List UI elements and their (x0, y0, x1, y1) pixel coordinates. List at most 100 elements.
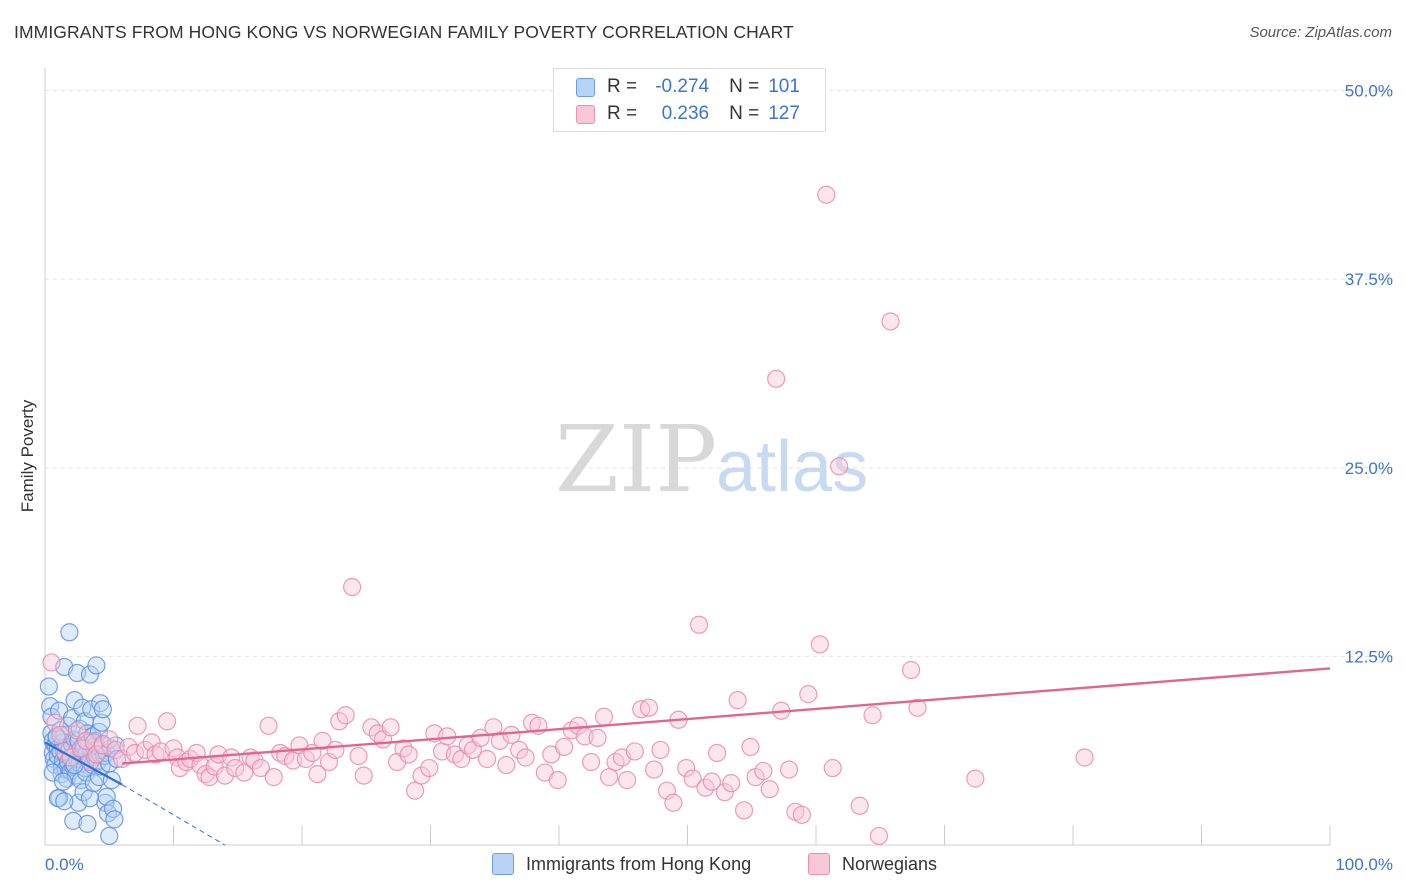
norwegians-point (136, 740, 155, 760)
norwegians-point (830, 457, 849, 476)
norwegians-point (51, 725, 70, 744)
norwegians-point (555, 737, 574, 757)
norwegians-point (850, 796, 869, 815)
watermark: ZIP atlas (555, 406, 868, 513)
hong-kong-point (80, 789, 100, 808)
norwegians-point (157, 712, 177, 731)
watermark-atlas: atlas (716, 427, 868, 507)
norwegians-point (741, 737, 760, 757)
x-ticks (44, 825, 1331, 845)
legend-swatch-pink (576, 104, 595, 124)
hong-kong-point (78, 814, 97, 833)
norwegians-point (259, 716, 278, 735)
bottom-legend-swatch-pink (808, 853, 830, 875)
y-tick-labels: 12.5% 25.0% 37.5% 50.0% (1345, 82, 1393, 667)
norwegians-point (651, 740, 670, 760)
norwegians-point (683, 769, 702, 788)
hong-kong-point (60, 623, 79, 642)
legend-row-hong-kong: R = -0.274 N = 101 (576, 75, 800, 99)
trend-line-norwegians (122, 667, 1331, 765)
n-label: N = (729, 103, 760, 124)
gridlines (45, 90, 1395, 657)
norwegians-point (715, 783, 734, 802)
norwegians-point (164, 739, 183, 758)
norwegians-point (823, 758, 842, 778)
r-label: R = (607, 76, 638, 97)
norwegians-point (779, 760, 799, 779)
norwegians-point (625, 742, 644, 761)
norwegians-point (497, 755, 516, 775)
hong-kong-point (39, 677, 58, 696)
norwegians-point (644, 760, 664, 779)
chart-title: IMMIGRANTS FROM HONG KONG VS NORWEGIAN F… (14, 22, 794, 42)
norwegians-point (810, 635, 829, 654)
norwegians-point (966, 769, 985, 788)
series-norwegians-points (42, 185, 1094, 846)
hong-kong-point (69, 793, 88, 812)
legend-swatch-blue (576, 77, 595, 97)
y-tick-label: 50.0% (1345, 82, 1393, 101)
trend-line-hong-kong (44, 741, 123, 786)
norwegians-point (728, 691, 747, 710)
norwegians-point (722, 774, 741, 793)
y-tick-label: 37.5% (1345, 270, 1393, 289)
norwegians-point (381, 718, 400, 737)
hong-kong-point (43, 763, 62, 782)
norwegians-point (881, 312, 900, 331)
norwegians-point (817, 185, 836, 204)
norwegians-point (405, 781, 425, 800)
norwegians-point (588, 728, 607, 747)
hong-kong-point (107, 749, 127, 769)
norwegians-point (901, 660, 921, 680)
hong-kong-point (92, 713, 111, 732)
bottom-legend-hong-kong: Immigrants from Hong Kong (492, 852, 751, 876)
norwegians-point (639, 698, 659, 717)
trend-line-hong-kong-extension (121, 784, 226, 846)
hong-kong-point (93, 700, 112, 719)
norwegians-point (548, 771, 567, 790)
y-tick-label: 12.5% (1345, 647, 1393, 666)
norwegians-point (205, 757, 224, 776)
norwegians-point (490, 731, 509, 750)
x-tick-label: 0.0% (45, 855, 84, 874)
r-label: R = (607, 103, 638, 124)
norwegians-point (326, 740, 345, 760)
n-value: 127 (768, 103, 800, 124)
norwegians-point (42, 653, 61, 672)
series-hong-kong-points (39, 623, 127, 846)
norwegians-point (618, 771, 637, 790)
hong-kong-point (80, 665, 100, 684)
norwegians-point (412, 766, 431, 785)
bottom-legend-label: Norwegians (842, 853, 938, 874)
norwegians-point (502, 725, 521, 744)
norwegians-point (420, 758, 439, 778)
trend-lines (44, 667, 1331, 846)
x-tick-label: 100.0% (1335, 855, 1393, 874)
norwegians-point (399, 745, 418, 764)
norwegians-point (908, 698, 927, 717)
legend-row-norwegians: R = 0.236 N = 127 (576, 102, 800, 126)
norwegians-point (689, 615, 709, 634)
norwegians-point (343, 577, 362, 597)
norwegians-point (510, 740, 529, 760)
norwegians-point (600, 768, 619, 787)
hong-kong-point (73, 698, 92, 717)
norwegians-point (100, 730, 119, 749)
norwegians-point (677, 758, 696, 778)
norwegians-point (799, 685, 818, 704)
norwegians-point (68, 721, 87, 740)
norwegians-point (754, 761, 773, 781)
norwegians-point (354, 766, 373, 785)
hong-kong-point (87, 656, 106, 675)
correlation-legend: R = -0.274 N = 101 R = 0.236 N = 127 (553, 68, 826, 132)
norwegians-point (336, 706, 355, 725)
norwegians-point (313, 731, 332, 750)
norwegians-point (264, 768, 283, 787)
norwegians-point (702, 772, 722, 791)
norwegians-point (200, 768, 219, 787)
bottom-legend-norwegians: Norwegians (808, 852, 937, 876)
y-axis-label: Family Poverty (18, 399, 37, 512)
norwegians-point (734, 801, 754, 820)
hong-kong-point (100, 826, 119, 846)
